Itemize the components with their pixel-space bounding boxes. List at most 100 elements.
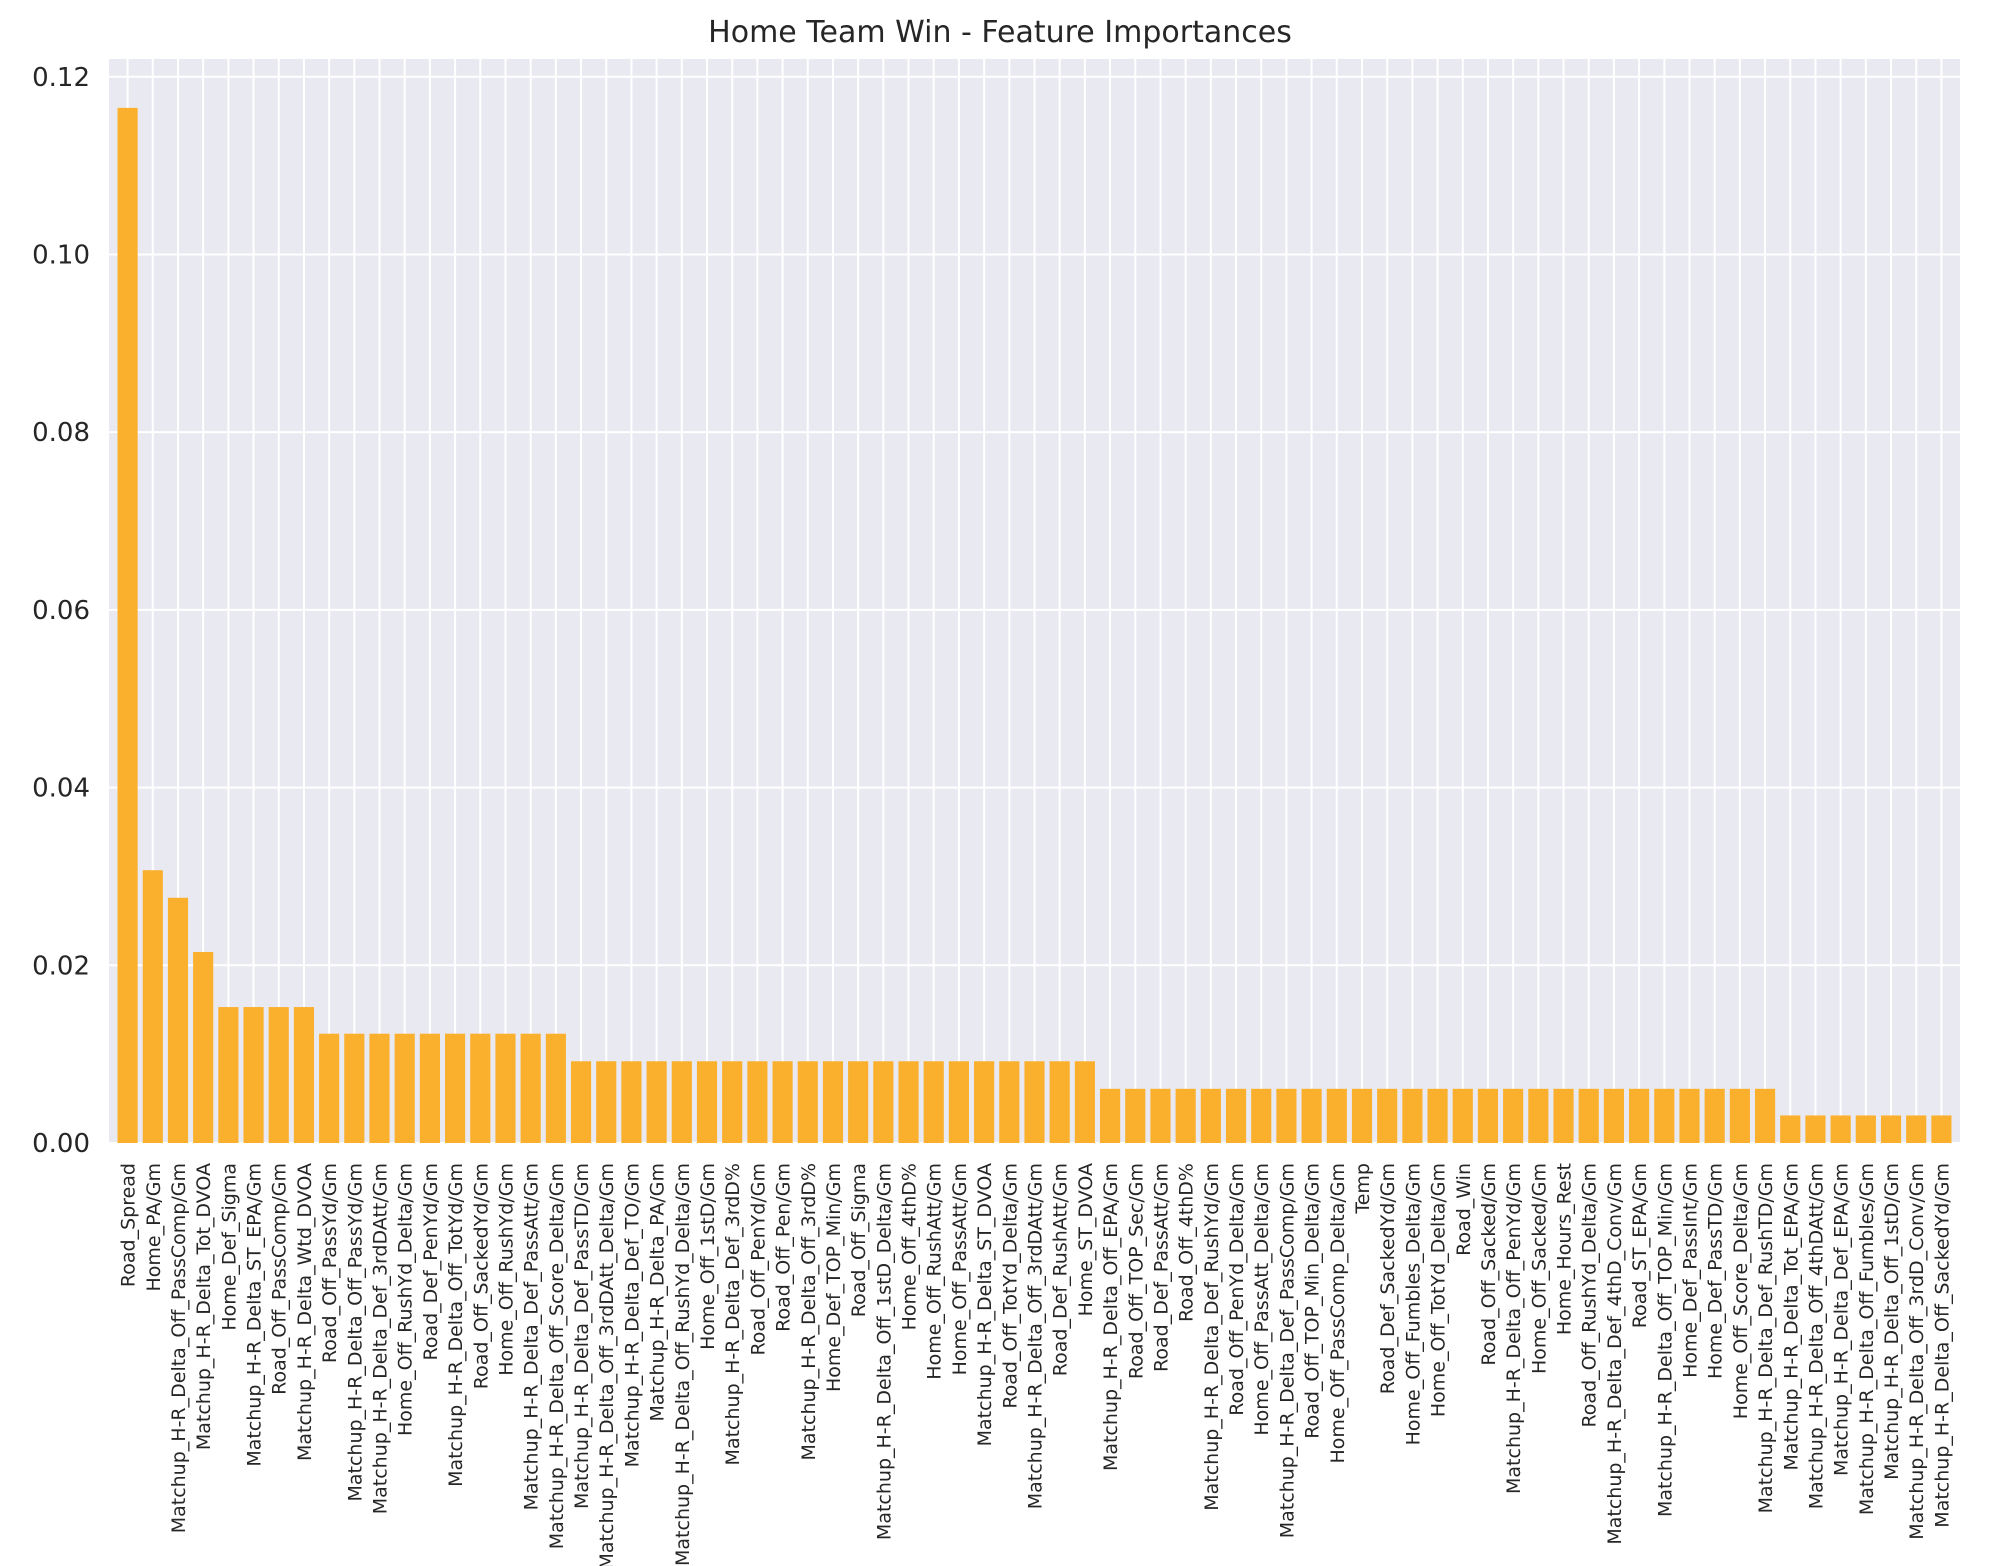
bar bbox=[142, 870, 163, 1143]
x-tick-label: Home_Def_Sigma bbox=[218, 1163, 240, 1331]
x-tick-label: Matchup_H-R_Delta_ST_EPA/Gm bbox=[244, 1163, 266, 1467]
x-tick-label: Road_Off_TOP_Min_Delta/Gm bbox=[1302, 1163, 1324, 1439]
bar bbox=[1377, 1088, 1398, 1143]
bar bbox=[772, 1061, 793, 1143]
x-tick-label: Matchup_H-R_Delta_Off_PassComp/Gm bbox=[168, 1163, 190, 1533]
bar bbox=[822, 1061, 844, 1143]
x-tick-label: Matchup_H-R_Delta_Off_1stD_Delta/Gm bbox=[873, 1163, 895, 1540]
bar bbox=[1578, 1088, 1599, 1143]
bar bbox=[1024, 1061, 1045, 1143]
x-tick-label: Matchup_H-R_Delta_PA/Gm bbox=[647, 1163, 669, 1422]
bar bbox=[596, 1061, 617, 1143]
y-tick-label: 0.12 bbox=[32, 63, 90, 93]
bar bbox=[1729, 1088, 1750, 1143]
bar bbox=[1125, 1088, 1146, 1143]
x-tick-label: Home_Off_Fumbles_Delta/Gm bbox=[1402, 1163, 1424, 1445]
bar bbox=[470, 1033, 491, 1143]
x-tick-label: Matchup_H-R_Delta_Def_TO/Gm bbox=[621, 1163, 643, 1467]
x-tick-label: Road_Off_TOP_Sec/Gm bbox=[1125, 1163, 1147, 1379]
bar bbox=[394, 1033, 415, 1143]
x-tick-label: Home_Off_RushYd_Delta/Gm bbox=[395, 1163, 417, 1436]
bar bbox=[1553, 1088, 1574, 1143]
bar bbox=[621, 1061, 642, 1143]
x-tick-label: Home_ST_DVOA bbox=[1075, 1163, 1097, 1316]
bar bbox=[495, 1033, 516, 1143]
x-tick-label: Matchup_H-R_Delta_Off_EPA/Gm bbox=[1100, 1163, 1122, 1471]
x-tick-label: Road_Def_PenYd/Gm bbox=[420, 1163, 442, 1361]
bar bbox=[319, 1033, 340, 1143]
bar bbox=[1906, 1115, 1927, 1143]
bar bbox=[268, 1007, 289, 1143]
x-tick-label: Matchup_H-R_Delta_Off_TotYd/Gm bbox=[445, 1163, 467, 1487]
x-tick-label: Home_Off_4thD% bbox=[899, 1163, 921, 1330]
x-tick-label: Matchup_H-R_Delta_Off_PassYd/Gm bbox=[344, 1163, 366, 1502]
bar bbox=[1830, 1115, 1851, 1143]
bar bbox=[1629, 1088, 1650, 1143]
x-tick-label: Matchup_H-R_Delta_Def_3rdDAtt/Gm bbox=[370, 1163, 392, 1514]
x-tick-label: Road_Def_PassAtt/Gm bbox=[1150, 1163, 1172, 1372]
bar bbox=[545, 1033, 566, 1143]
bar bbox=[1780, 1115, 1801, 1143]
x-tick-label: Road_Off_Sacked/Gm bbox=[1478, 1163, 1500, 1366]
bar bbox=[948, 1061, 970, 1143]
bar bbox=[747, 1061, 768, 1143]
x-tick-label: Home_Off_1stD/Gm bbox=[697, 1163, 719, 1350]
x-tick-label: Road_Spread bbox=[118, 1163, 140, 1287]
x-tick-label: Home_Off_Sacked/Gm bbox=[1528, 1163, 1550, 1374]
x-tick-label: Matchup_H-R_Delta_Tot_EPA/Gm bbox=[1780, 1163, 1802, 1470]
bar bbox=[293, 1007, 315, 1143]
x-tick-label: Matchup_H-R_Delta_Def_EPA/Gm bbox=[1831, 1163, 1853, 1476]
x-tick-label: Road_Off_PassComp/Gm bbox=[269, 1163, 291, 1395]
x-tick-label: Matchup_H-R_Delta_Off_3rdDAtt_Delta/Gm bbox=[596, 1163, 618, 1566]
x-tick-label: Home_Off_PassAtt/Gm bbox=[949, 1163, 971, 1375]
bar bbox=[1074, 1061, 1095, 1143]
x-tick-label: Home_Off_PassAtt_Delta/Gm bbox=[1251, 1163, 1273, 1436]
y-tick-label: 0.04 bbox=[32, 774, 90, 804]
x-tick-label: Matchup_H-R_Delta_ST_DVOA bbox=[974, 1163, 996, 1446]
x-tick-label: Matchup_H-R_Delta_Def_PassTD/Gm bbox=[571, 1163, 593, 1509]
bar bbox=[369, 1033, 390, 1143]
x-tick-label: Matchup_H-R_Delta_Off_TOP_Min/Gm bbox=[1654, 1163, 1676, 1517]
x-tick-label: Road_Off_4thD% bbox=[1176, 1163, 1198, 1322]
bar bbox=[898, 1061, 919, 1143]
x-tick-label: Road_Off_PenYd/Gm bbox=[747, 1163, 769, 1356]
x-tick-label: Matchup_H-R_Delta_Def_RushYd/Gm bbox=[1201, 1163, 1223, 1511]
bar bbox=[1049, 1061, 1070, 1143]
bar bbox=[520, 1033, 541, 1143]
x-tick-label: Road_Def_RushAtt/Gm bbox=[1050, 1163, 1072, 1376]
bar bbox=[1603, 1088, 1624, 1143]
bar bbox=[696, 1061, 718, 1143]
x-tick-label: Matchup_H-R_Delta_Off_4thDAtt/Gm bbox=[1805, 1163, 1827, 1509]
bar bbox=[1301, 1088, 1322, 1143]
x-tick-label: Matchup_H-R_Delta_Off_3rdDAtt/Gm bbox=[1025, 1163, 1047, 1509]
x-tick-label: Home_Off_PassComp_Delta/Gm bbox=[1327, 1163, 1349, 1463]
bar bbox=[1880, 1115, 1902, 1143]
x-tick-label: Road_Off_PenYd_Delta/Gm bbox=[1226, 1163, 1248, 1416]
bar bbox=[1931, 1115, 1952, 1143]
bar bbox=[1200, 1088, 1221, 1143]
x-tick-label: Matchup_H-R_Delta_Def_PassAtt/Gm bbox=[521, 1163, 543, 1510]
x-tick-label: Home_Off_Score_Delta/Gm bbox=[1730, 1163, 1752, 1419]
x-tick-label: Matchup_H-R_Delta_Off_Fumbles/Gm bbox=[1856, 1163, 1878, 1515]
bar bbox=[243, 1007, 264, 1143]
bar bbox=[570, 1061, 592, 1143]
bar bbox=[1427, 1088, 1448, 1143]
x-tick-label: Road_Win bbox=[1453, 1163, 1475, 1256]
x-tick-label: Matchup_H-R_Delta_Tot_DVOA bbox=[193, 1163, 215, 1450]
bar bbox=[344, 1033, 365, 1143]
x-tick-label: Matchup_H-R_Delta_Off_RushYd_Delta/Gm bbox=[672, 1163, 694, 1566]
x-tick-label: Matchup_H-R_Delta_Def_3rdD% bbox=[722, 1163, 744, 1465]
x-tick-label: Road_Off_SackedYd/Gm bbox=[470, 1163, 492, 1389]
x-tick-label: Matchup_H-R_Delta_Def_PassComp/Gm bbox=[1276, 1163, 1298, 1538]
bar bbox=[1225, 1088, 1247, 1143]
bar-series bbox=[117, 107, 1952, 1143]
bar bbox=[1452, 1088, 1473, 1143]
bar bbox=[1855, 1115, 1876, 1143]
x-tick-label: Matchup_H-R_Delta_Off_3rdD% bbox=[798, 1163, 820, 1460]
bar bbox=[722, 1061, 743, 1143]
bar bbox=[797, 1061, 818, 1143]
bar bbox=[1175, 1088, 1196, 1143]
x-tick-label: Matchup_H-R_Delta_Off_3rdD_Conv/Gm bbox=[1906, 1163, 1928, 1540]
bar bbox=[923, 1061, 944, 1143]
